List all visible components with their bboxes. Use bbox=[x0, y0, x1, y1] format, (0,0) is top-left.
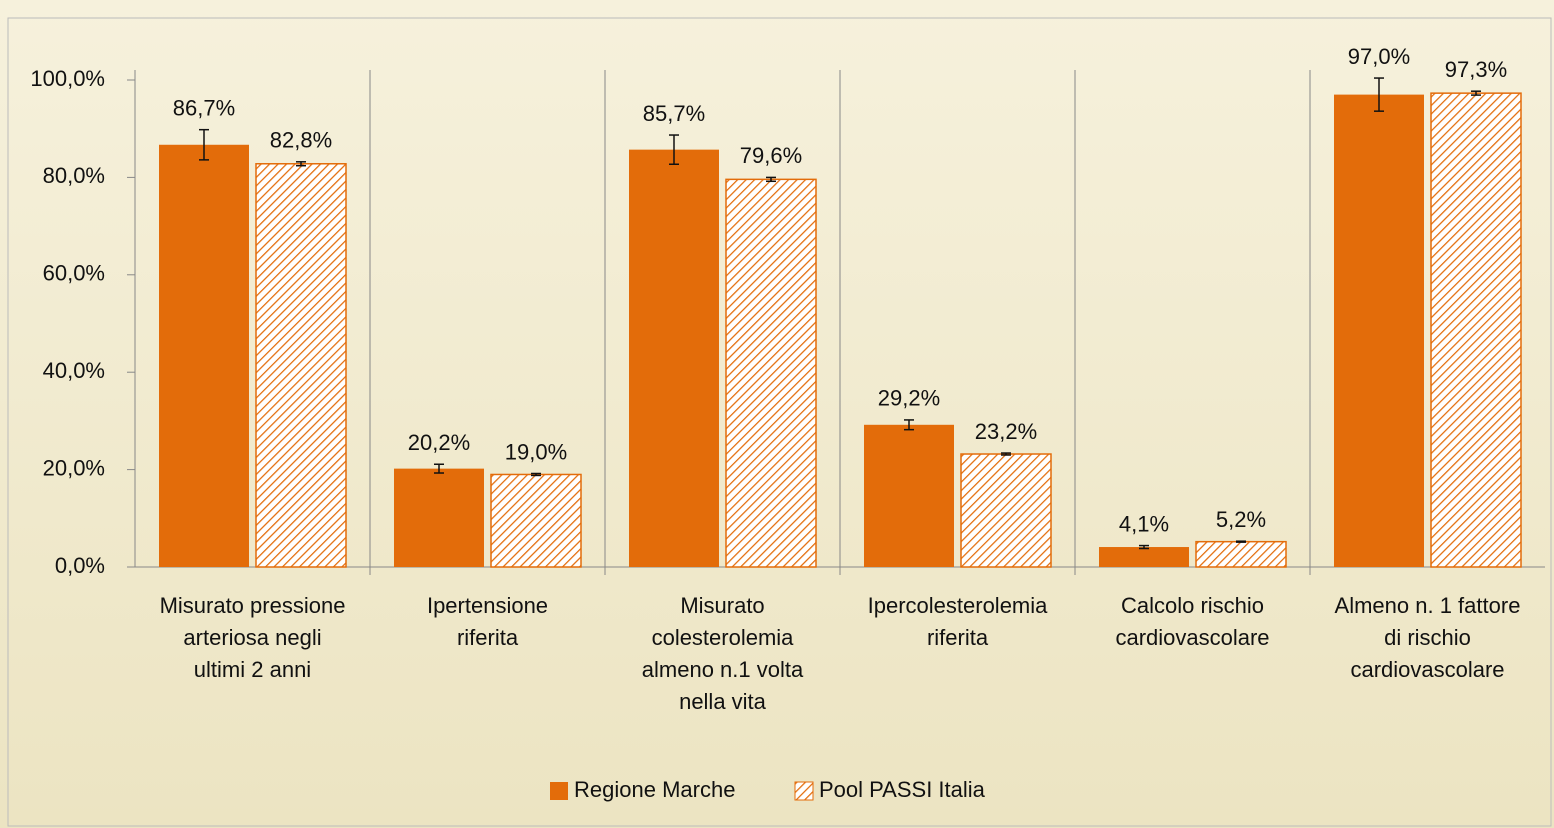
x-tick-label: Misurato pressione bbox=[160, 593, 346, 618]
error-bar bbox=[434, 463, 444, 474]
error-bar bbox=[1139, 544, 1149, 550]
y-tick-label: 0,0% bbox=[55, 553, 105, 578]
bar bbox=[1195, 540, 1287, 568]
error-bar bbox=[1374, 77, 1384, 112]
error-bar bbox=[1001, 452, 1011, 456]
bar bbox=[1430, 92, 1522, 568]
x-tick-label: cardiovascolare bbox=[1115, 625, 1269, 650]
error-bar bbox=[669, 134, 679, 166]
data-label: 86,7% bbox=[173, 95, 235, 120]
bar bbox=[1099, 547, 1189, 567]
y-tick-label: 40,0% bbox=[43, 358, 105, 383]
legend-label: Pool PASSI Italia bbox=[819, 777, 986, 802]
x-tick-label: Ipertensione bbox=[427, 593, 548, 618]
data-label: 4,1% bbox=[1119, 511, 1169, 536]
bar bbox=[255, 163, 347, 568]
data-label: 79,6% bbox=[740, 143, 802, 168]
x-tick-label: Misurato bbox=[680, 593, 764, 618]
x-tick-label: di rischio bbox=[1384, 625, 1471, 650]
bar bbox=[490, 473, 582, 568]
bar bbox=[394, 468, 484, 567]
x-tick-label: arteriosa negli bbox=[183, 625, 321, 650]
bar bbox=[1334, 94, 1424, 568]
x-tick-label: Calcolo rischio bbox=[1121, 593, 1264, 618]
x-tick-label: Ipercolesterolemia bbox=[868, 593, 1049, 618]
data-label: 85,7% bbox=[643, 101, 705, 126]
y-tick-label: 20,0% bbox=[43, 455, 105, 480]
data-label: 23,2% bbox=[975, 419, 1037, 444]
bar bbox=[159, 144, 249, 567]
x-tick-label: Almeno n. 1 fattore bbox=[1335, 593, 1521, 618]
x-tick-label: ultimi 2 anni bbox=[194, 657, 311, 682]
bar bbox=[864, 424, 954, 567]
data-label: 97,0% bbox=[1348, 44, 1410, 69]
data-label: 20,2% bbox=[408, 430, 470, 455]
error-bar bbox=[766, 176, 776, 183]
legend-swatch bbox=[550, 782, 568, 800]
error-bar bbox=[296, 161, 306, 167]
error-bar bbox=[904, 419, 914, 431]
x-tick-label: riferita bbox=[457, 625, 519, 650]
bar bbox=[725, 178, 817, 568]
chart-frame bbox=[7, 17, 1552, 827]
error-bar bbox=[199, 128, 209, 161]
error-bar bbox=[531, 472, 541, 477]
legend-label: Regione Marche bbox=[574, 777, 735, 802]
x-tick-label: almeno n.1 volta bbox=[642, 657, 804, 682]
y-tick-label: 80,0% bbox=[43, 163, 105, 188]
x-tick-label: riferita bbox=[927, 625, 989, 650]
error-bar bbox=[1236, 540, 1246, 543]
data-label: 82,8% bbox=[270, 128, 332, 153]
legend-swatch bbox=[794, 781, 814, 801]
data-label: 29,2% bbox=[878, 386, 940, 411]
error-bar bbox=[1471, 90, 1481, 96]
y-tick-label: 60,0% bbox=[43, 261, 105, 286]
x-tick-label: nella vita bbox=[679, 689, 767, 714]
data-label: 97,3% bbox=[1445, 57, 1507, 82]
x-tick-label: cardiovascolare bbox=[1350, 657, 1504, 682]
bar bbox=[629, 149, 719, 568]
data-label: 19,0% bbox=[505, 439, 567, 464]
bar bbox=[960, 453, 1052, 568]
x-tick-label: colesterolemia bbox=[652, 625, 795, 650]
data-label: 5,2% bbox=[1216, 507, 1266, 532]
y-tick-label: 100,0% bbox=[30, 66, 105, 91]
